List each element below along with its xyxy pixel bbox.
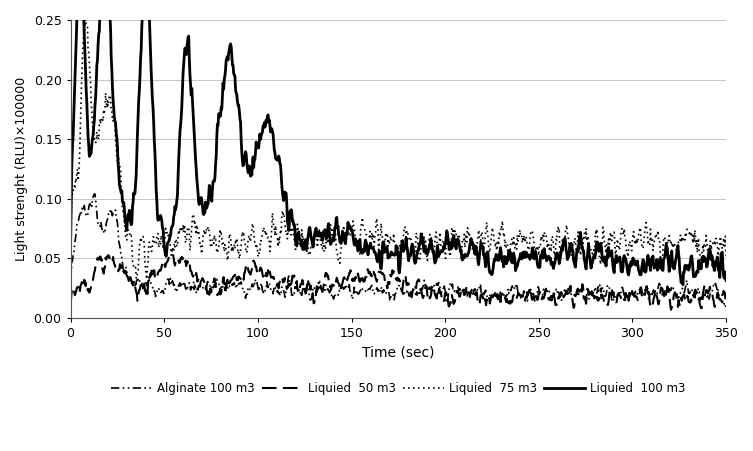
Liquied  50 m3 bbox=[66, 302, 75, 308]
Liquied  50 m3 bbox=[666, 307, 675, 313]
Liquied  50 m3 bbox=[721, 299, 730, 304]
Line: Alginate 100 m3: Alginate 100 m3 bbox=[71, 194, 726, 310]
Liquied  100 m3 bbox=[721, 278, 730, 283]
Alginate 100 m3 bbox=[511, 285, 520, 290]
Liquied  75 m3 bbox=[148, 249, 157, 254]
Liquied  50 m3 bbox=[169, 252, 178, 258]
Liquied  50 m3 bbox=[146, 271, 155, 276]
Alginate 100 m3 bbox=[642, 285, 651, 290]
Line: Liquied  50 m3: Liquied 50 m3 bbox=[71, 255, 726, 310]
Liquied  75 m3 bbox=[81, 16, 90, 22]
Liquied  100 m3 bbox=[184, 55, 194, 60]
Liquied  100 m3 bbox=[511, 268, 520, 273]
Alginate 100 m3 bbox=[479, 294, 488, 299]
Liquied  75 m3 bbox=[66, 251, 75, 256]
Liquied  100 m3 bbox=[603, 256, 612, 261]
Liquied  50 m3 bbox=[184, 259, 194, 265]
Liquied  75 m3 bbox=[511, 245, 520, 251]
Liquied  75 m3 bbox=[480, 245, 489, 251]
Liquied  100 m3 bbox=[66, 243, 75, 248]
Alginate 100 m3 bbox=[66, 282, 75, 288]
X-axis label: Time (sec): Time (sec) bbox=[362, 345, 434, 359]
Liquied  75 m3 bbox=[721, 253, 730, 259]
Liquied  50 m3 bbox=[642, 287, 651, 292]
Liquied  75 m3 bbox=[185, 248, 194, 253]
Liquied  100 m3 bbox=[642, 268, 651, 274]
Liquied  50 m3 bbox=[479, 297, 488, 303]
Liquied  100 m3 bbox=[147, 69, 156, 74]
Liquied  50 m3 bbox=[511, 291, 520, 296]
Liquied  50 m3 bbox=[603, 302, 612, 308]
Liquied  75 m3 bbox=[642, 226, 651, 231]
Alginate 100 m3 bbox=[147, 281, 156, 286]
Liquied  75 m3 bbox=[603, 242, 612, 248]
Alginate 100 m3 bbox=[603, 283, 612, 289]
Y-axis label: Light strenght (RLU)×100000: Light strenght (RLU)×100000 bbox=[15, 77, 28, 261]
Alginate 100 m3 bbox=[90, 191, 99, 197]
Line: Liquied  100 m3: Liquied 100 m3 bbox=[71, 0, 726, 285]
Alginate 100 m3 bbox=[184, 280, 194, 285]
Liquied  75 m3 bbox=[142, 276, 151, 282]
Legend: Alginate 100 m3, Liquied  50 m3, Liquied  75 m3, Liquied  100 m3: Alginate 100 m3, Liquied 50 m3, Liquied … bbox=[106, 377, 691, 400]
Liquied  100 m3 bbox=[678, 282, 687, 287]
Liquied  100 m3 bbox=[479, 253, 488, 258]
Alginate 100 m3 bbox=[721, 308, 730, 313]
Line: Liquied  75 m3: Liquied 75 m3 bbox=[71, 19, 726, 279]
